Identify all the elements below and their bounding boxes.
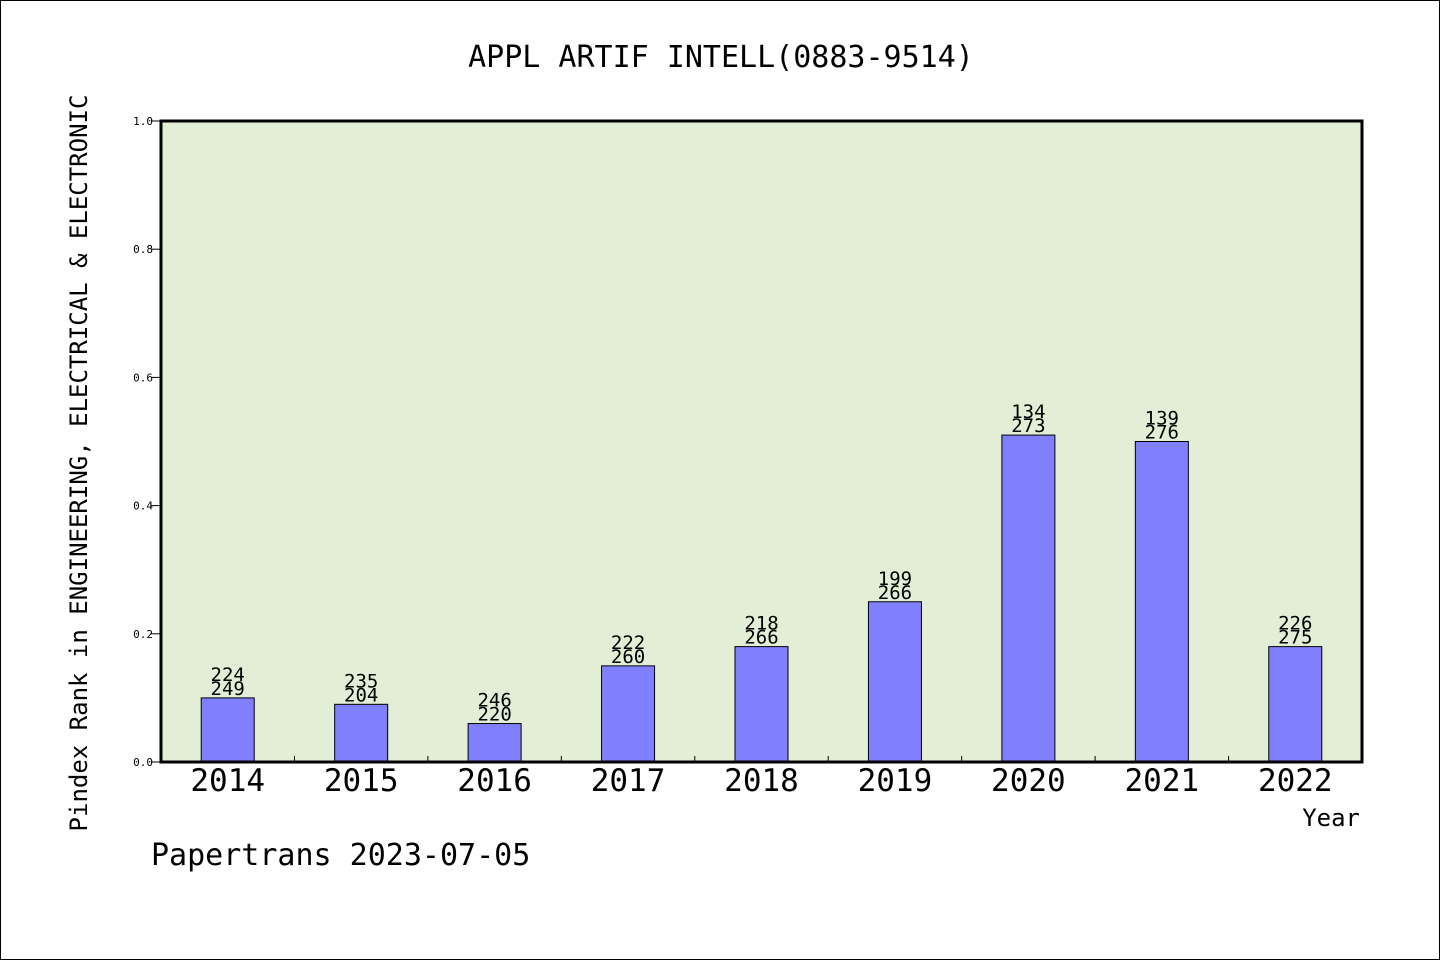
bar-2017 [601,665,656,763]
data-label-top: 226 [1278,613,1312,635]
y-tick-label: 0.4 [133,500,153,513]
bar-2014 [200,697,255,763]
y-tick-label: 0.0 [133,756,153,769]
data-label-bottom: 266 [744,627,778,649]
data-label-top: 235 [344,670,378,692]
data-label-top: 139 [1145,408,1179,430]
y-tick-label: 0.6 [133,371,153,384]
x-tick-label: 2014 [190,763,265,799]
bar-2016 [467,723,522,763]
y-tick-label: 0.2 [133,628,153,641]
x-tick-label: 2022 [1258,763,1333,799]
x-tick-label: 2021 [1125,763,1200,799]
y-tick-label: 1.0 [133,115,153,128]
bar-2015 [334,703,389,763]
y-axis-label: Pindex Rank in ENGINEERING, ELECTRICAL &… [65,95,93,832]
x-axis-label: Year [1302,804,1360,832]
data-label-top: 246 [477,690,511,712]
data-label-bottom: 273 [1011,415,1045,437]
x-tick-label: 2019 [858,763,933,799]
bar-2019 [867,601,922,763]
data-label-bottom: 260 [611,646,645,668]
chart-title: APPL ARTIF INTELL(0883-9514) [468,40,974,75]
x-tick-label: 2016 [457,763,532,799]
data-label-bottom: 275 [1278,627,1312,649]
data-label-top: 134 [1011,401,1045,423]
data-label-bottom: 220 [477,704,511,726]
data-label-bottom: 204 [344,684,378,706]
bar-2021 [1134,441,1189,763]
y-tick-label: 0.8 [133,243,153,256]
data-label-bottom: 266 [878,582,912,604]
bar-2022 [1268,646,1323,763]
data-label-bottom: 249 [211,678,245,700]
data-label-top: 222 [611,632,645,654]
data-label-top: 224 [211,664,245,686]
x-tick-label: 2020 [991,763,1066,799]
plot-border [159,119,1364,764]
data-label-bottom: 276 [1145,422,1179,444]
bar-2020 [1001,434,1056,763]
x-tick-label: 2017 [591,763,666,799]
x-tick-label: 2015 [324,763,399,799]
bar-2018 [734,646,789,763]
data-label-top: 199 [878,568,912,590]
footer-text: Papertrans 2023-07-05 [151,838,530,873]
data-label-top: 218 [744,613,778,635]
x-tick-label: 2018 [724,763,799,799]
